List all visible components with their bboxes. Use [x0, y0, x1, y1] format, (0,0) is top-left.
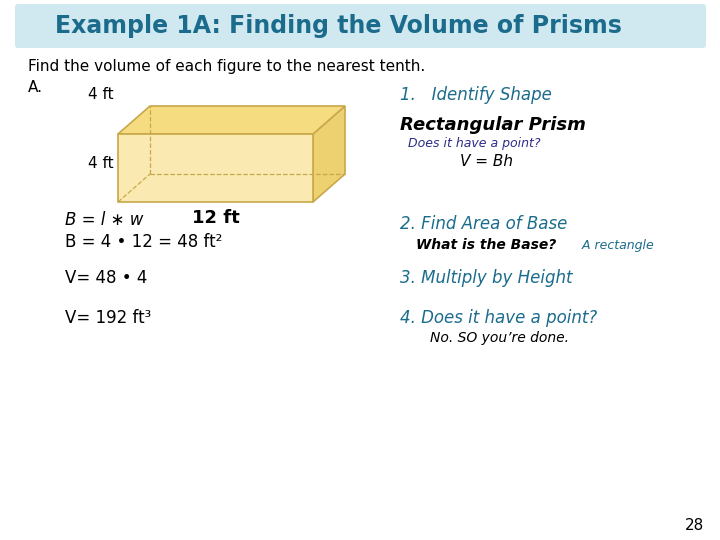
Text: Does it have a point?: Does it have a point?	[408, 137, 541, 150]
Text: 4. Does it have a point?: 4. Does it have a point?	[400, 309, 598, 327]
Text: 4 ft: 4 ft	[89, 87, 114, 102]
Polygon shape	[118, 106, 345, 134]
Text: A rectangle: A rectangle	[578, 239, 654, 252]
Text: Rectangular Prism: Rectangular Prism	[400, 116, 586, 134]
Text: V= 192 ft³: V= 192 ft³	[65, 309, 151, 327]
Text: B = l ∗ w: B = l ∗ w	[65, 211, 143, 229]
Text: 28: 28	[685, 518, 705, 534]
Text: 12 ft: 12 ft	[192, 209, 239, 227]
Polygon shape	[118, 134, 313, 202]
Text: 1.   Identify Shape: 1. Identify Shape	[400, 86, 552, 104]
Text: What is the Base?: What is the Base?	[416, 238, 557, 252]
Text: 2. Find Area of Base: 2. Find Area of Base	[400, 215, 567, 233]
Text: No. SO you’re done.: No. SO you’re done.	[430, 331, 569, 345]
Text: 3. Multiply by Height: 3. Multiply by Height	[400, 269, 572, 287]
Text: V = Bh: V = Bh	[460, 154, 513, 170]
FancyBboxPatch shape	[15, 4, 706, 48]
Text: Find the volume of each figure to the nearest tenth.: Find the volume of each figure to the ne…	[28, 58, 426, 73]
Polygon shape	[313, 106, 345, 202]
Text: Example 1A: Finding the Volume of Prisms: Example 1A: Finding the Volume of Prisms	[55, 14, 622, 38]
Text: 4 ft: 4 ft	[89, 157, 114, 172]
Text: A.: A.	[28, 80, 43, 96]
Text: V= 48 • 4: V= 48 • 4	[65, 269, 148, 287]
Text: B = 4 • 12 = 48 ft²: B = 4 • 12 = 48 ft²	[65, 233, 222, 251]
